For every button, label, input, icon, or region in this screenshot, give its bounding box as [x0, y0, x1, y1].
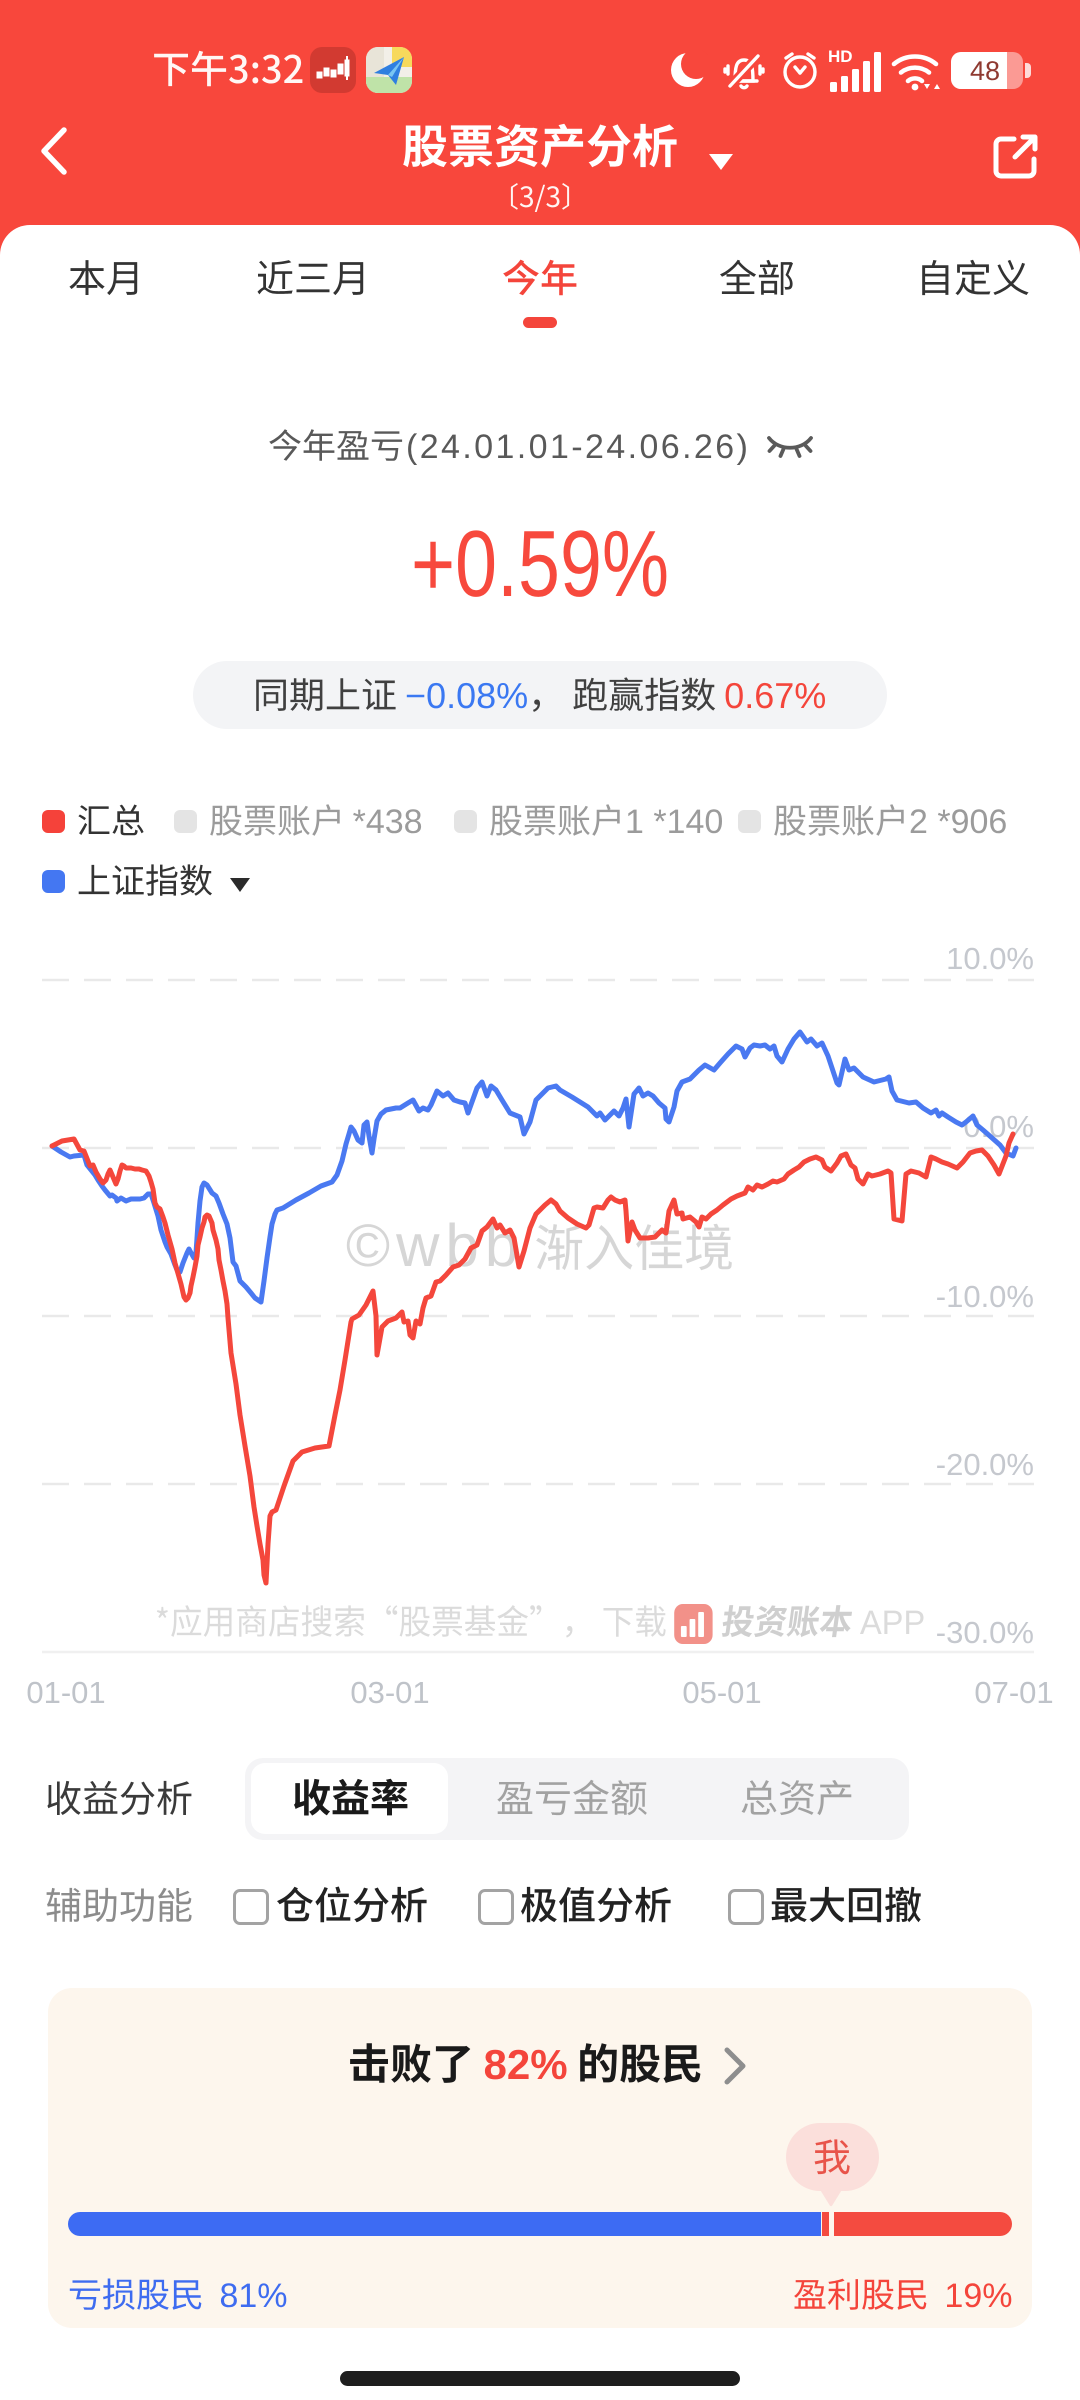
svg-text:-20.0%: -20.0% — [936, 1447, 1034, 1482]
svg-text:07-01: 07-01 — [974, 1675, 1053, 1710]
svg-text:-30.0%: -30.0% — [936, 1615, 1034, 1650]
svg-text:10.0%: 10.0% — [946, 941, 1034, 976]
svg-text:01-01: 01-01 — [26, 1675, 105, 1710]
svg-text:03-01: 03-01 — [350, 1675, 429, 1710]
svg-text:05-01: 05-01 — [682, 1675, 761, 1710]
svg-text:HD: HD — [828, 47, 853, 66]
svg-text:-10.0%: -10.0% — [936, 1279, 1034, 1314]
